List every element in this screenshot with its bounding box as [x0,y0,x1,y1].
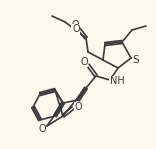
Text: NH: NH [110,76,124,86]
Text: S: S [133,55,139,65]
Text: O: O [71,20,79,30]
Text: O: O [74,102,82,112]
Text: O: O [38,124,46,134]
Text: O: O [72,24,80,34]
Text: O: O [80,57,88,67]
